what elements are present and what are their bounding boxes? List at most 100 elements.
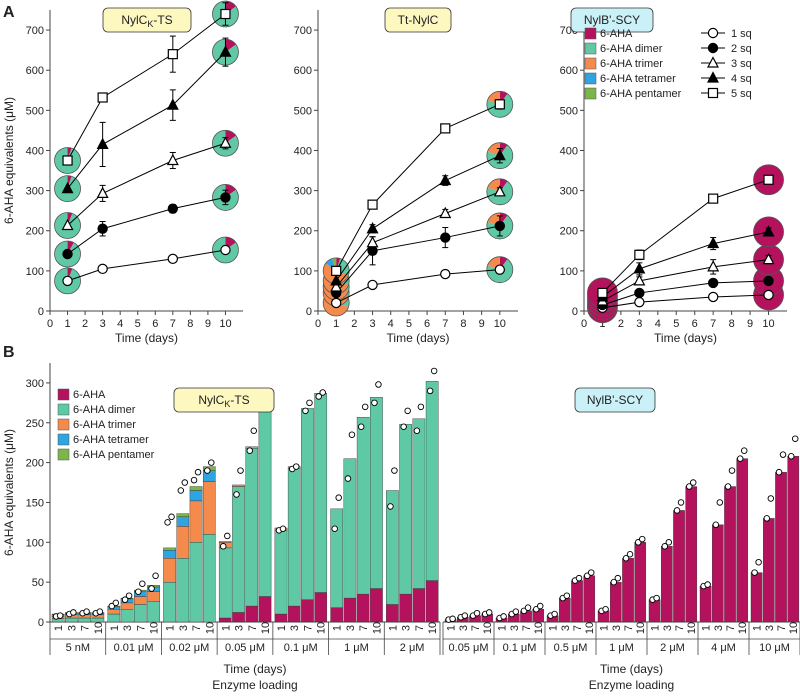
chart-b1-bar-segment (287, 605, 301, 623)
chart-a2-point-open-circle (494, 264, 506, 275)
chart-a1-series-line-1 (67, 249, 226, 282)
chart-a1-y-label: 6-AHA equivalents (μM) (2, 97, 16, 224)
chart-b1-time-label: 3 (234, 625, 246, 631)
chart-a1-title-sub: K (147, 19, 153, 29)
chart-a3-title-text: NylB'-SCY (584, 13, 640, 27)
chart-b1-bar-segment (232, 612, 245, 623)
chart-a1-point-open-circle (220, 244, 231, 256)
chart-b1-replicate-point (387, 503, 394, 510)
legend-a-marker-1 (707, 27, 719, 39)
chart-a2-point-filled-triangle (330, 274, 343, 286)
chart-a1-point-open-circle (62, 275, 73, 287)
chart-b1-time-label: 10 (149, 622, 161, 634)
chart-b2-time-label: 1 (548, 625, 560, 631)
chart-b1-bar-segment (218, 541, 232, 543)
chart-b2-replicate-point (626, 551, 634, 558)
chart-a2-x-tick-label: 7 (442, 318, 448, 330)
chart-b2-replicate-point (740, 447, 748, 454)
chart-a1-pie-7-outline (212, 129, 239, 157)
chart-b1-time-label: 3 (401, 625, 413, 631)
chart-a1-pie-6-outline (212, 184, 239, 211)
chart-b2-replicate-point (485, 609, 493, 616)
chart-a1-y-tick-label: 300 (26, 186, 44, 198)
chart-b1-title-text: NylCK-TS (198, 393, 249, 409)
chart-a2-pie-8-outline (486, 142, 514, 170)
chart-a1-x-tick-label: 1 (64, 318, 70, 330)
chart-a3-point-open-square (763, 174, 774, 185)
chart-b1-bar-segment (218, 617, 232, 623)
chart-a2-y-tick-label: 0 (306, 306, 312, 318)
chart-a1-x-tick-label: 9 (205, 318, 211, 330)
chart-a2-pie-6-outline (486, 212, 514, 240)
chart-a2-point-open-triangle (330, 280, 343, 292)
chart-b1-time-label: 3 (345, 625, 357, 631)
chart-a3-y-tick-label: 600 (560, 65, 578, 77)
chart-a3-point-filled-circle (763, 275, 774, 287)
chart-a3-x-tick-label: 7 (710, 318, 716, 330)
chart-b1-replicate-point (237, 467, 244, 474)
chart-b1-x-label2: Enzyme loading (212, 678, 297, 692)
chart-b2-replicate-point (563, 592, 571, 599)
chart-a1-pie-2-outline (54, 212, 81, 239)
chart-b1-bar-segment (202, 534, 216, 623)
chart-a3-x-tick-label: 5 (673, 318, 679, 330)
chart-b2-bar (724, 486, 736, 623)
chart-b1-bar-segment (78, 617, 91, 623)
chart-b1-y-tick-label: 250 (26, 418, 44, 430)
chart-b1-bar-segment (314, 393, 328, 593)
chart-a1-series-line-4 (67, 51, 226, 189)
chart-b1-replicate-point (220, 543, 227, 550)
chart-a3-point-open-circle (707, 291, 719, 303)
chart-b1-time-label: 7 (135, 625, 147, 631)
chart-a2-point-filled-circle (440, 232, 451, 243)
chart-b2-title-box (574, 387, 656, 413)
chart-a3-y-tick-label: 300 (560, 186, 578, 198)
chart-a2-x-tick-label: 4 (388, 318, 394, 330)
chart-b1-replicate-point (181, 479, 189, 486)
chart-b1-bar-segment (412, 418, 426, 589)
chart-a1-x-label: Time (days) (115, 331, 178, 345)
chart-b1-replicate-point (348, 431, 356, 438)
chart-b1-time-label: 1 (276, 625, 288, 631)
chart-b1-time-label: 1 (109, 625, 121, 631)
chart-b2-replicate-point (473, 609, 481, 617)
chart-b1-replicate-point (404, 407, 411, 415)
chart-b1-bar-segment (370, 397, 383, 589)
chart-b1-bar-segment (163, 581, 176, 623)
chart-a2-x-tick-label: 5 (406, 318, 412, 330)
chart-b1-replicate-point (357, 423, 365, 431)
chart-a3-point-open-circle (763, 289, 774, 301)
chart-a1-x-tick-label: 8 (187, 318, 193, 330)
panel-label-b: B (3, 344, 15, 361)
chart-a2-series-line-3 (335, 191, 501, 288)
legend-a-marker-3 (707, 56, 719, 68)
chart-b1-replicate-point (177, 487, 185, 494)
chart-b2-time-label: 3 (611, 625, 623, 631)
chart-b2-bar (763, 518, 775, 623)
chart-a1-point-filled-circle (220, 192, 231, 203)
chart-a1-pie-1-outline (54, 240, 81, 268)
chart-b1-bar-segment (163, 558, 176, 583)
chart-a3-point-open-circle (634, 296, 645, 308)
chart-a2-point-open-circle (330, 297, 342, 309)
chart-b1-bar-segment (120, 602, 134, 610)
chart-a1-x-tick-label: 0 (47, 318, 53, 330)
chart-b2-time-label: 10 (788, 622, 800, 634)
chart-b1-bar-segment (202, 481, 216, 535)
chart-a1-point-open-triangle (219, 136, 232, 148)
chart-b1-bar-segment (107, 613, 121, 623)
chart-a2-x-tick-label: 1 (333, 318, 339, 330)
chart-b1-bar-segment (134, 596, 147, 605)
chart-b1-replicate-point (152, 572, 159, 580)
chart-b2-replicate-point (661, 543, 669, 550)
chart-a2-x-tick-label: 10 (494, 318, 506, 330)
chart-b1-bar-segment (218, 547, 232, 619)
chart-a1-point-open-triangle (96, 186, 109, 199)
chart-a3-y-tick-label: 200 (560, 226, 578, 238)
chart-b2-time-label: 1 (497, 625, 509, 631)
legend-a-swatch-2 (584, 42, 597, 55)
chart-a3-x-tick-label: 6 (692, 318, 698, 330)
chart-a1-point-open-circle (97, 263, 108, 275)
chart-b2-replicate-point (587, 569, 595, 576)
chart-b1-bar-segment (176, 516, 190, 527)
